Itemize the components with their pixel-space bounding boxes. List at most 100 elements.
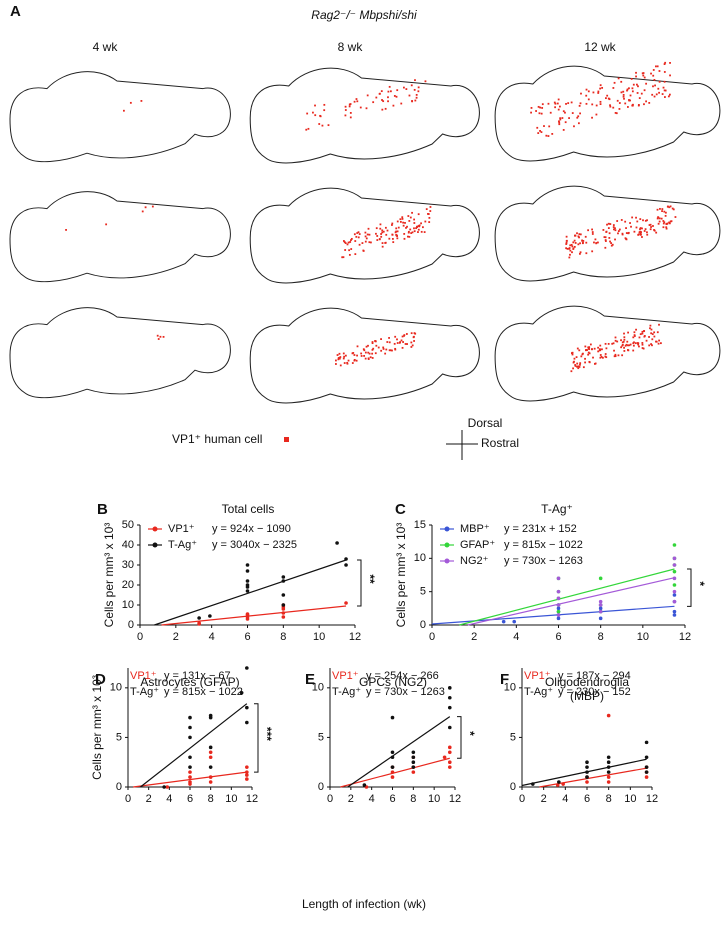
cell-dot <box>415 93 418 96</box>
cell-dot <box>381 242 384 244</box>
data-point <box>245 583 250 587</box>
cell-dot <box>607 227 610 230</box>
cell-dot <box>572 367 574 370</box>
cell-dot <box>374 340 377 343</box>
cell-dot <box>400 339 403 342</box>
cell-dot <box>643 230 646 232</box>
data-point <box>335 541 339 545</box>
x-tick-label: 0 <box>137 631 143 643</box>
cell-dot <box>413 222 416 224</box>
chart-title: Astrocytes (GFAP) <box>140 675 239 689</box>
cell-dot <box>640 231 642 233</box>
data-point <box>606 760 611 765</box>
cell-dot <box>577 122 580 125</box>
cell-dot <box>379 92 381 95</box>
cell-dot <box>338 357 341 360</box>
x-tick-label: 12 <box>646 793 658 805</box>
cell-dot <box>669 62 671 64</box>
data-point <box>245 563 250 567</box>
cell-dot <box>361 242 364 244</box>
cell-dot <box>392 241 395 244</box>
cell-dot <box>337 358 340 361</box>
cell-dot <box>571 112 574 114</box>
cell-dot <box>587 98 590 101</box>
data-point <box>245 579 250 583</box>
cell-dot <box>657 87 660 90</box>
cell-dot <box>353 100 356 103</box>
cell-dot <box>349 112 352 114</box>
cell-dot <box>141 210 144 213</box>
cell-dot <box>358 243 361 246</box>
legend-label: VP1⁺ <box>524 670 551 682</box>
y-tick-label: 10 <box>312 682 324 694</box>
data-point <box>561 782 565 786</box>
x-tick-label: 10 <box>428 793 440 805</box>
cell-dot <box>352 352 355 354</box>
cell-dot <box>565 243 568 245</box>
cell-dot <box>354 253 357 256</box>
cell-dot <box>625 343 628 346</box>
cell-dot <box>539 106 542 109</box>
cell-dot <box>537 105 540 108</box>
cell-dot <box>638 336 641 339</box>
cell-dot <box>621 344 624 347</box>
data-point <box>556 606 561 611</box>
data-point <box>585 775 589 779</box>
cell-dot <box>591 228 593 231</box>
data-point <box>188 755 192 760</box>
cell-dot <box>653 335 656 338</box>
cell-dot <box>617 77 620 80</box>
y-axis-label: Cells per mm³ x 10³ <box>90 675 104 780</box>
cell-dot <box>314 114 317 117</box>
x-tick-label: 2 <box>348 793 354 805</box>
cell-dot <box>365 107 368 110</box>
cell-dot <box>588 348 591 350</box>
x-tick-label: 12 <box>349 631 361 643</box>
cell-dot <box>307 127 310 130</box>
cell-dot <box>634 342 637 345</box>
x-tick-label: 2 <box>173 631 179 643</box>
cell-dot <box>342 256 345 259</box>
cell-dot <box>662 226 665 229</box>
cell-dot <box>424 80 427 83</box>
cell-dot <box>545 134 548 137</box>
data-point <box>245 777 249 781</box>
cell-dot <box>614 339 617 342</box>
data-point <box>188 765 192 769</box>
cell-dot <box>387 90 390 93</box>
cell-dot <box>671 207 674 210</box>
x-tick-label: 12 <box>246 793 258 805</box>
cell-dot <box>621 232 624 235</box>
cell-dot <box>585 94 588 97</box>
cell-dot <box>615 112 618 115</box>
cell-dot <box>577 365 580 368</box>
x-tick-label: 2 <box>471 631 477 643</box>
cell-dot <box>665 226 668 229</box>
cell-dot <box>396 220 399 223</box>
column-label: 4 wk <box>93 40 119 54</box>
cell-dot <box>319 114 322 117</box>
legend-marker <box>152 542 158 548</box>
data-point <box>245 612 250 616</box>
data-point <box>606 755 611 760</box>
cell-dot <box>664 211 667 214</box>
cell-dot <box>614 353 617 356</box>
cell-dot <box>365 237 368 240</box>
cell-dot <box>655 65 657 68</box>
trend-line <box>140 703 248 788</box>
cell-dot <box>377 346 380 349</box>
cell-dot <box>651 338 654 341</box>
cell-dot <box>635 71 637 74</box>
cell-dot <box>662 86 665 89</box>
data-point <box>281 603 286 607</box>
cell-dot <box>573 360 575 363</box>
cell-dot <box>612 226 615 228</box>
cell-dot <box>613 228 615 231</box>
trend-line <box>459 568 675 626</box>
data-point <box>672 569 677 574</box>
cell-dot <box>567 102 570 105</box>
cell-dot <box>633 334 636 336</box>
cell-dot <box>403 334 406 336</box>
chart-title: Oligodendroglia <box>545 675 629 689</box>
cell-dot <box>637 104 640 107</box>
